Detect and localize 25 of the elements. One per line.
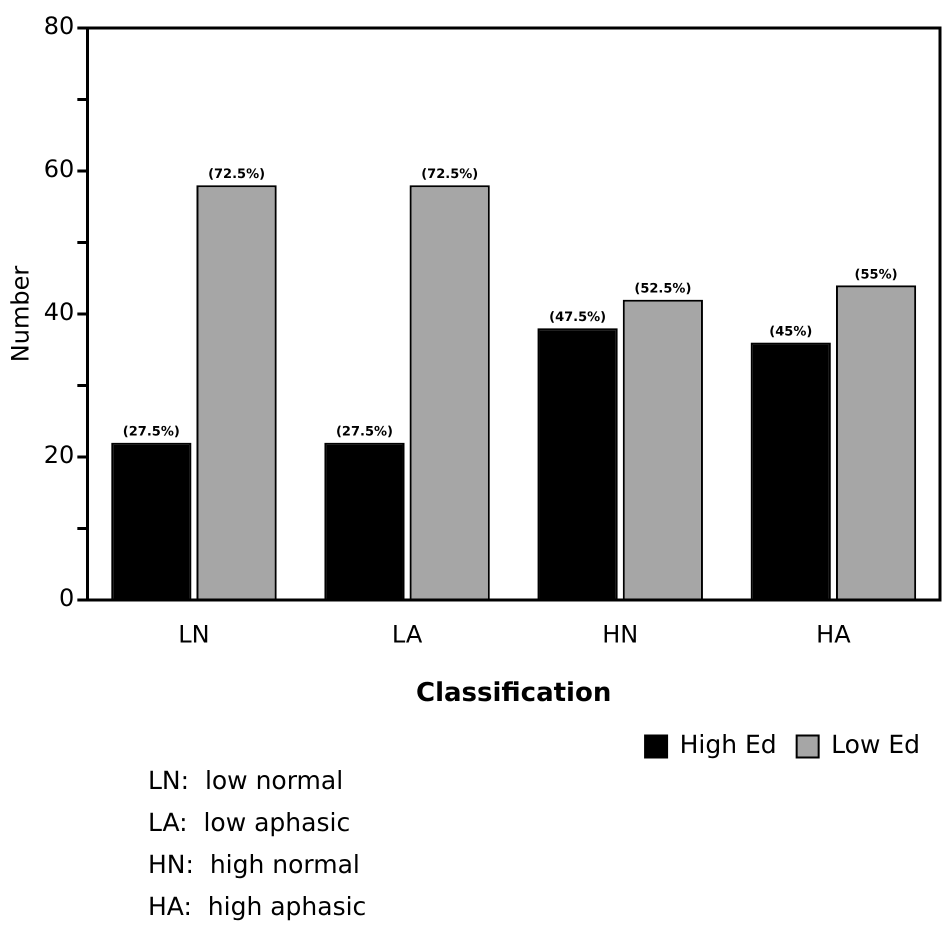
annotation: (47.5%) bbox=[549, 310, 606, 326]
annotation: (27.5%) bbox=[122, 424, 180, 440]
y-tick-label: 80 bbox=[44, 12, 74, 40]
y-tick-label: 20 bbox=[44, 441, 74, 470]
y-axis-title: Number bbox=[6, 266, 35, 362]
x-tick-label: HN bbox=[602, 620, 638, 649]
annotation: (52.5%) bbox=[634, 282, 692, 297]
y-tick-label: 40 bbox=[44, 298, 74, 326]
x-tick-label: LN bbox=[178, 620, 210, 649]
text: HN: high normal bbox=[148, 849, 361, 881]
annotation: (72.5%) bbox=[421, 167, 478, 182]
text: LA: low aphasic bbox=[148, 807, 352, 839]
x-tick-label: HA bbox=[816, 620, 852, 649]
annotation: (27.5%) bbox=[336, 424, 393, 440]
x-tick-label: LA bbox=[392, 620, 423, 649]
legend-label: Low Ed bbox=[831, 730, 920, 759]
legend-label: High Ed bbox=[680, 730, 777, 759]
annotation: (55%) bbox=[854, 267, 898, 282]
y-tick-label: 60 bbox=[44, 155, 74, 184]
y-tick-label: 0 bbox=[59, 584, 74, 612]
annotation: (45%) bbox=[769, 324, 812, 340]
text: LN: low normal bbox=[148, 765, 344, 797]
x-axis-title: Classification bbox=[416, 678, 612, 708]
text: HA: high aphasic bbox=[148, 891, 366, 923]
annotation: (72.5%) bbox=[208, 167, 266, 182]
